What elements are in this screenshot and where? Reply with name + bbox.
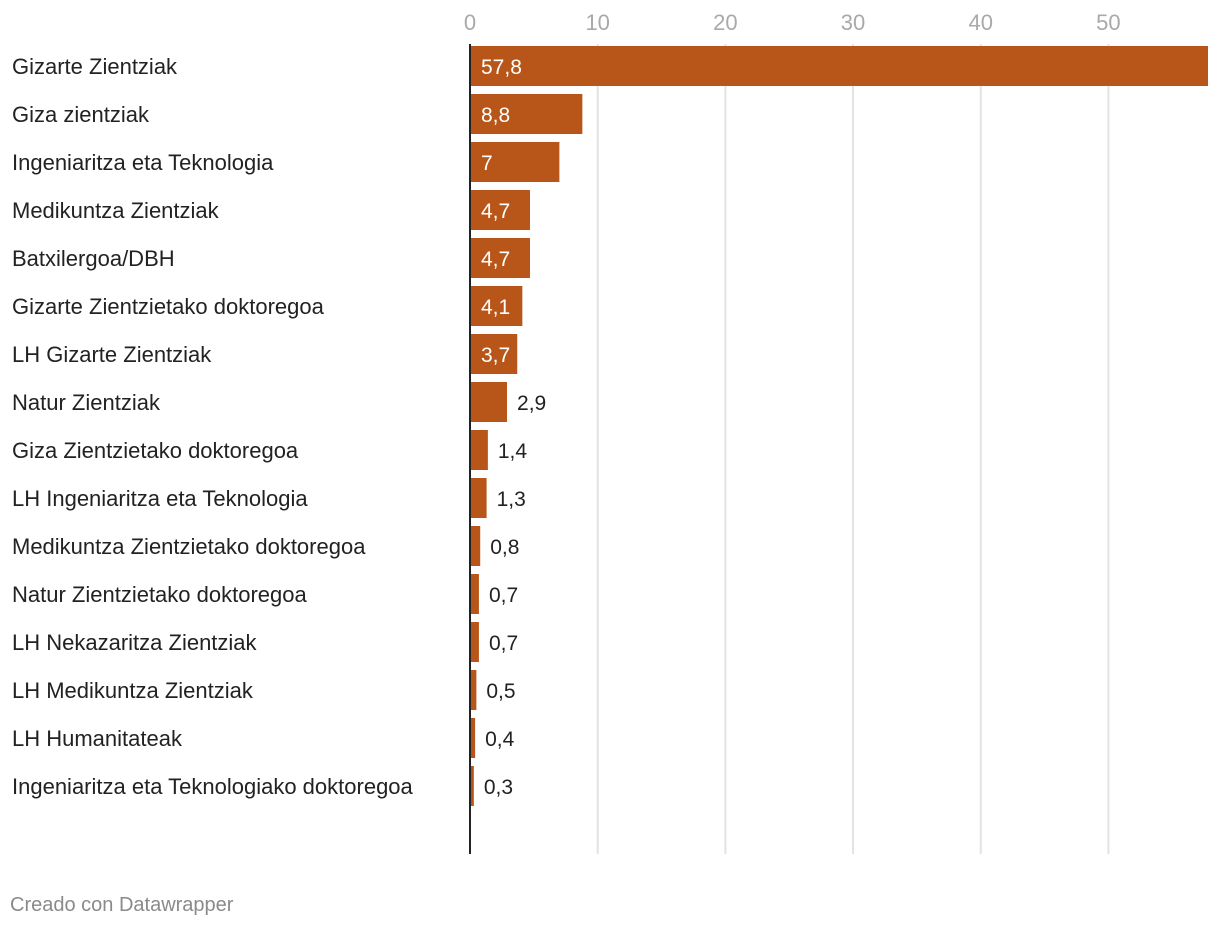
- category-labels: Gizarte Zientziak Giza zientziak Ingeniari…: [12, 54, 414, 799]
- category-label: Medikuntza Zientziak: [12, 198, 220, 223]
- x-tick-label: 40: [968, 10, 992, 35]
- category-label: LH Medikuntza Zientziak: [12, 678, 254, 703]
- bar: [470, 766, 474, 806]
- bar: [470, 46, 1208, 86]
- category-label: Giza zientziak: [12, 102, 150, 127]
- category-label: Ingeniaritza eta Teknologiako doktoregoa: [12, 774, 414, 799]
- bar: [470, 142, 560, 182]
- bar: [470, 622, 479, 662]
- bar: [470, 190, 531, 230]
- x-axis-ticks: 0 10 20 30 40 50: [464, 10, 1121, 35]
- bars: 57,8 8,8 7 4,7 4,7 4,1 3,7 2,9 1,4 1,3 0,8 0,7 0,7 0,…: [470, 46, 1208, 806]
- x-tick-label: 20: [713, 10, 737, 35]
- bar-value-label: 4,7: [481, 200, 510, 223]
- bar: [470, 382, 508, 422]
- bar: [470, 526, 481, 566]
- bar-value-label: 0,8: [490, 536, 519, 559]
- bar-value-label: 57,8: [481, 56, 522, 79]
- bar: [470, 334, 518, 374]
- x-tick-label: 30: [841, 10, 865, 35]
- bar-chart: 0 10 20 30 40 50 57,8 8,8 7 4,7 4,7 4,1 3,7 2,9 1,4 1,…: [12, 10, 1208, 854]
- x-tick-label: 50: [1096, 10, 1120, 35]
- category-label: Natur Zientziak: [12, 390, 161, 415]
- bar-value-label: 0,7: [489, 632, 518, 655]
- category-label: Gizarte Zientzietako doktoregoa: [12, 294, 325, 319]
- category-label: Gizarte Zientziak: [12, 54, 178, 79]
- bar: [470, 286, 523, 326]
- bar: [470, 718, 476, 758]
- bar: [470, 478, 487, 518]
- bar: [470, 94, 583, 134]
- category-label: LH Gizarte Zientziak: [12, 342, 212, 367]
- x-tick-label: 10: [585, 10, 609, 35]
- bar-value-label: 1,4: [498, 440, 528, 463]
- bar-value-label: 4,7: [481, 248, 510, 271]
- bar-value-label: 0,7: [489, 584, 518, 607]
- category-label: Giza Zientzietako doktoregoa: [12, 438, 299, 463]
- category-label: LH Nekazaritza Zientziak: [12, 630, 258, 655]
- x-tick-label: 0: [464, 10, 476, 35]
- category-label: Natur Zientzietako doktoregoa: [12, 582, 307, 607]
- bar-value-label: 0,3: [484, 776, 513, 799]
- bar-value-label: 0,4: [485, 728, 515, 751]
- bar-value-label: 7: [481, 152, 493, 175]
- category-label: LH Ingeniaritza eta Teknologia: [12, 486, 308, 511]
- bar: [470, 430, 488, 470]
- bar: [470, 574, 479, 614]
- category-label: Medikuntza Zientzietako doktoregoa: [12, 534, 366, 559]
- bar: [470, 238, 531, 278]
- gridlines: [596, 44, 1110, 854]
- category-label: Batxilergoa/DBH: [12, 246, 175, 271]
- bar: [470, 670, 477, 710]
- datawrapper-credit[interactable]: Creado con Datawrapper: [10, 894, 234, 916]
- bar-value-label: 0,5: [486, 680, 515, 703]
- bar-value-label: 1,3: [497, 488, 526, 511]
- bar-value-label: 4,1: [481, 296, 510, 319]
- category-label: LH Humanitateak: [12, 726, 183, 751]
- bar-value-label: 3,7: [481, 344, 510, 367]
- category-label: Ingeniaritza eta Teknologia: [12, 150, 274, 175]
- bar-value-label: 2,9: [517, 392, 546, 415]
- bar-value-label: 8,8: [481, 104, 510, 127]
